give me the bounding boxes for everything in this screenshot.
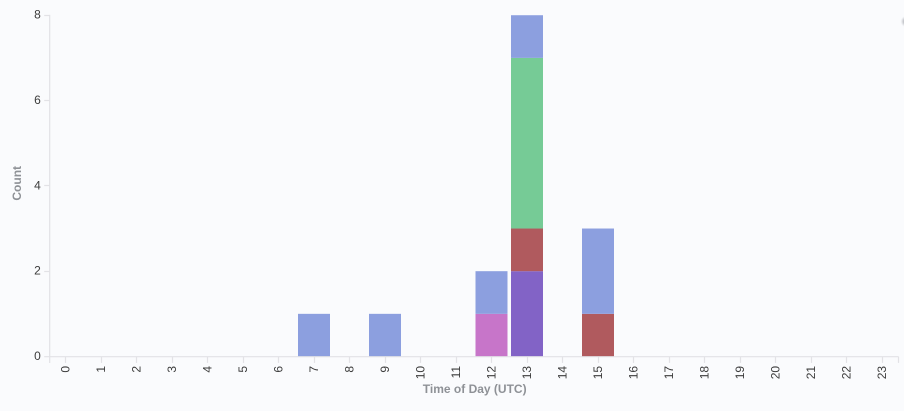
svg-text:17: 17 [662, 366, 676, 380]
svg-text:12: 12 [485, 366, 499, 380]
svg-text:4: 4 [201, 366, 215, 373]
svg-text:10: 10 [414, 366, 428, 380]
svg-text:2: 2 [34, 264, 41, 278]
svg-text:20: 20 [769, 366, 783, 380]
svg-text:16: 16 [627, 366, 641, 380]
svg-text:0: 0 [34, 349, 41, 363]
svg-text:7: 7 [307, 366, 321, 373]
svg-text:2: 2 [130, 366, 144, 373]
svg-text:22: 22 [840, 366, 854, 380]
svg-text:Time of Day (UTC): Time of Day (UTC) [423, 382, 527, 396]
svg-text:8: 8 [343, 366, 357, 373]
svg-text:19: 19 [733, 366, 747, 380]
svg-text:0: 0 [59, 366, 73, 373]
svg-text:6: 6 [34, 93, 41, 107]
svg-text:4: 4 [34, 178, 41, 192]
svg-text:1: 1 [94, 366, 108, 373]
svg-text:18: 18 [698, 366, 712, 380]
svg-text:9: 9 [378, 366, 392, 373]
svg-text:21: 21 [804, 366, 818, 380]
svg-text:23: 23 [875, 366, 889, 380]
svg-text:5: 5 [236, 366, 250, 373]
svg-text:13: 13 [520, 366, 534, 380]
svg-text:Count: Count [10, 166, 24, 201]
svg-text:6: 6 [272, 366, 286, 373]
svg-text:3: 3 [165, 366, 179, 373]
svg-text:15: 15 [591, 366, 605, 380]
svg-text:11: 11 [449, 366, 463, 379]
svg-text:8: 8 [34, 8, 41, 22]
svg-text:14: 14 [556, 366, 570, 380]
